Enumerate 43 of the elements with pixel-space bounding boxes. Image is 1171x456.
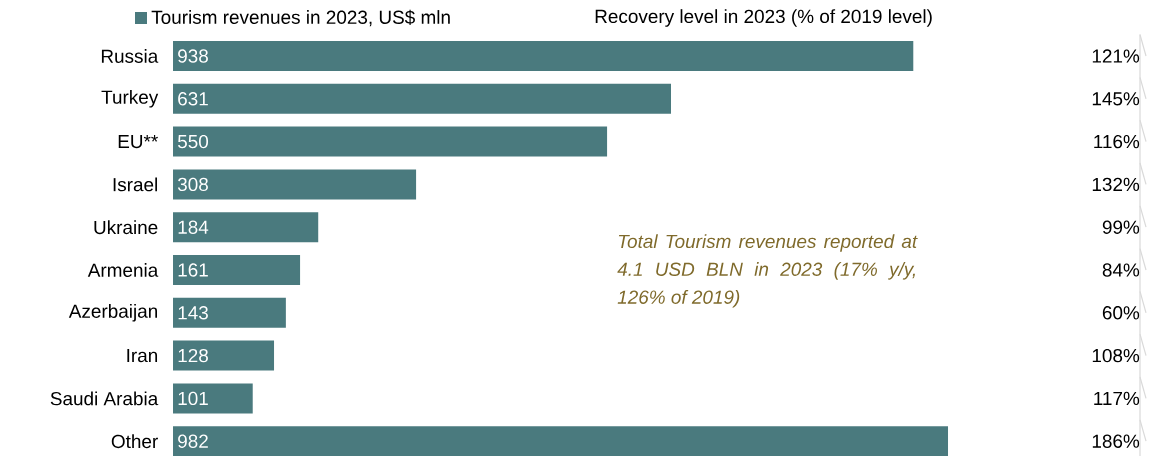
legend-label: Tourism revenues in 2023, US$ mln: [151, 9, 450, 27]
bar: [173, 426, 949, 456]
bar: [173, 212, 319, 243]
text: 116%: [1094, 134, 1140, 149]
y-tick-label: Ukraine: [94, 220, 158, 235]
y-tick-label: Turkey: [101, 89, 159, 108]
data-label: 101: [178, 391, 208, 406]
y-tick-label: Israel: [113, 177, 157, 192]
y-tick-label: Azerbaijan: [68, 303, 157, 322]
text: 84%: [1102, 263, 1140, 277]
data-label: 184: [178, 220, 209, 234]
text: 132%: [1092, 177, 1140, 192]
text: 145%: [1092, 92, 1140, 106]
bar: [173, 254, 301, 285]
text: 108%: [1092, 348, 1140, 363]
text: 99%: [1102, 220, 1140, 234]
data-label: 308: [177, 177, 208, 192]
data-label: 161: [178, 263, 208, 277]
data-label: 982: [178, 434, 208, 448]
text: Recovery level in 2023 (% of 2019 level): [595, 9, 932, 27]
y-tick-label: Russia: [101, 49, 159, 63]
annotation: Total Tourism revenues reported at 4.1 USD BLN in 2023 (17% y/y, 126% of 2019): [617, 234, 918, 308]
bar: [173, 297, 286, 328]
data-label: 143: [178, 306, 208, 320]
bar: [173, 169, 417, 200]
bar: [173, 83, 671, 114]
data-label: 631: [178, 92, 208, 106]
data-label: 128: [178, 348, 208, 363]
text: 60%: [1102, 306, 1140, 320]
bar: [173, 383, 253, 414]
text: 117%: [1094, 391, 1140, 406]
y-tick-label: EU**: [118, 134, 158, 149]
bar: [173, 40, 914, 71]
data-label: 938: [178, 49, 208, 63]
y-tick-label: Iran: [127, 349, 158, 363]
y-tick-label: Saudi Arabia: [50, 391, 159, 406]
y-tick-label: Armenia: [87, 263, 159, 277]
bar: [173, 126, 608, 157]
bar: [173, 340, 275, 371]
text: 186%: [1092, 434, 1140, 448]
text: 121%: [1092, 49, 1140, 63]
y-tick-label: Other: [111, 434, 158, 449]
data-label: 550: [177, 134, 209, 149]
